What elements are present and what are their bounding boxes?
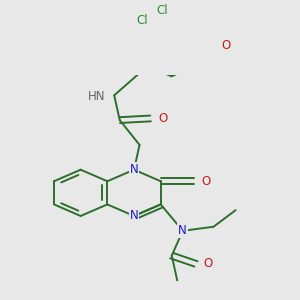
Text: N: N (178, 224, 187, 237)
Text: Cl: Cl (157, 4, 169, 17)
Text: HN: HN (88, 91, 105, 103)
Text: N: N (130, 163, 138, 176)
Text: N: N (130, 209, 138, 223)
Text: Cl: Cl (136, 14, 148, 27)
Text: O: O (158, 112, 167, 125)
Text: O: O (221, 39, 231, 52)
Text: O: O (203, 257, 213, 270)
Text: O: O (201, 175, 211, 188)
